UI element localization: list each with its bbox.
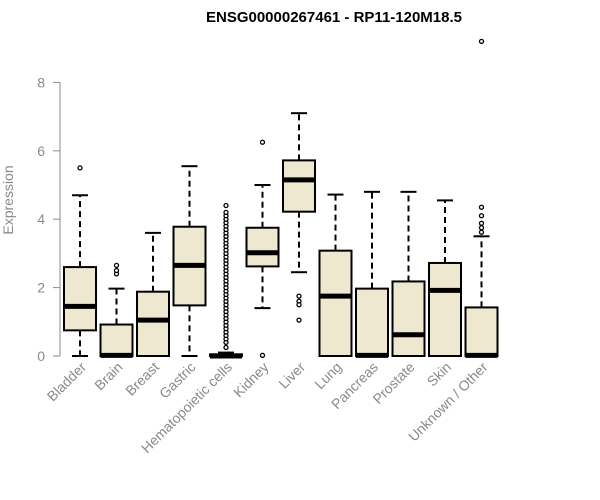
x-category-label: Breast [122, 359, 162, 399]
y-tick-label: 8 [37, 74, 45, 90]
outlier-point [296, 317, 302, 323]
y-tick-label: 2 [37, 280, 45, 296]
outlier-point [478, 220, 485, 226]
box-kidney [245, 139, 280, 358]
box-lung [318, 193, 353, 357]
outlier-point [478, 204, 485, 210]
outlier-point [259, 352, 266, 358]
box-iqr [99, 323, 134, 358]
y-tick-label: 0 [37, 348, 45, 364]
outlier-point [259, 139, 266, 145]
outlier-point [296, 302, 302, 308]
y-tick-label: 6 [37, 143, 45, 159]
box-iqr [136, 290, 170, 358]
box-liver [282, 112, 316, 323]
x-category-label: Brain [91, 359, 125, 393]
box-pancreas [355, 190, 389, 358]
box-iqr [391, 280, 426, 357]
box-iqr [464, 306, 499, 358]
box-unknown-other [464, 38, 499, 358]
y-tick-label: 4 [37, 211, 45, 227]
outlier-point [478, 225, 485, 231]
x-category-label: Kidney [230, 359, 272, 401]
outlier-point [296, 293, 302, 299]
box-breast [136, 231, 170, 358]
box-iqr [355, 287, 389, 358]
x-category-label: Skin [424, 359, 455, 390]
outlier-point [478, 229, 485, 235]
box-iqr [318, 249, 353, 357]
box-iqr [63, 266, 97, 332]
box-skin [428, 199, 462, 358]
box-iqr [245, 226, 280, 268]
outlier-point [223, 344, 229, 351]
y-axis-label: Expression [0, 165, 16, 234]
box-iqr [428, 261, 462, 358]
chart-title: ENSG00000267461 - RP11-120M18.5 [206, 9, 462, 26]
plot-area [63, 38, 499, 359]
box-bladder [63, 165, 97, 357]
outlier-point [478, 213, 485, 219]
outlier-point [478, 38, 485, 45]
x-category-label: Lung [311, 359, 344, 392]
box-prostate [391, 190, 426, 357]
x-category-label: Liver [275, 359, 308, 392]
x-category-label: Bladder [44, 359, 90, 405]
box-iqr [282, 159, 316, 213]
box-brain [99, 262, 134, 358]
y-axis: 0 2 4 6 8 [37, 74, 61, 364]
outlier-point [113, 262, 120, 269]
outlier-point [223, 209, 229, 216]
box-gastric [172, 165, 207, 357]
box-hematopoietic-cells [209, 202, 243, 359]
outlier-point [113, 267, 120, 274]
outlier-point [77, 165, 83, 171]
outlier-point [223, 202, 229, 209]
